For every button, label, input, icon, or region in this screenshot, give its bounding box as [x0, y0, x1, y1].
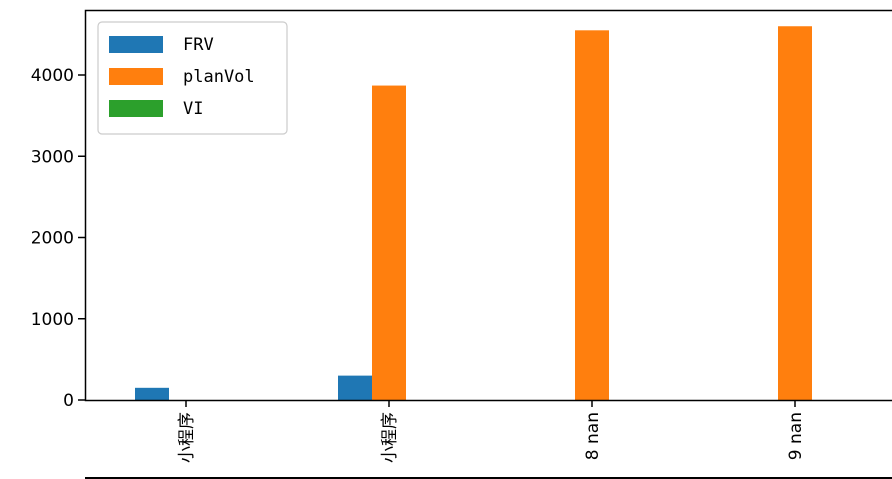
legend-swatch-frv — [109, 36, 163, 53]
plot-frame — [84, 9, 892, 402]
legend-label-frv: FRV — [183, 35, 214, 55]
legend-label-planvol: planVol — [183, 67, 255, 87]
x-tick-label-1: 小程序 — [380, 412, 400, 463]
y-tick-label-3000: 3000 — [31, 147, 74, 167]
bar-planvol-3 — [778, 26, 812, 400]
bar-planvol-2 — [575, 30, 609, 400]
y-tick-label-0: 0 — [63, 391, 74, 411]
y-tick-label-2000: 2000 — [31, 229, 74, 249]
legend-swatch-planvol — [109, 68, 163, 85]
legend-swatch-vi — [109, 100, 163, 117]
x-axis: 小程序 小程序 8 nan 9 nan — [177, 400, 806, 463]
x-tick-label-2: 8 nan — [583, 412, 603, 460]
x-tick-label-0: 小程序 — [177, 412, 197, 463]
bar-frv-1 — [338, 375, 372, 400]
y-axis: 0 1000 2000 3000 4000 — [31, 66, 85, 411]
y-tick-label-4000: 4000 — [31, 66, 74, 86]
bar-planvol-1 — [372, 85, 406, 400]
x-tick-label-3: 9 nan — [786, 412, 806, 460]
y-tick-label-1000: 1000 — [31, 310, 74, 330]
legend-label-vi: VI — [183, 99, 203, 119]
bars-layer — [135, 26, 812, 400]
legend: FRV planVol VI — [97, 21, 288, 135]
bar-frv-0 — [135, 387, 169, 400]
